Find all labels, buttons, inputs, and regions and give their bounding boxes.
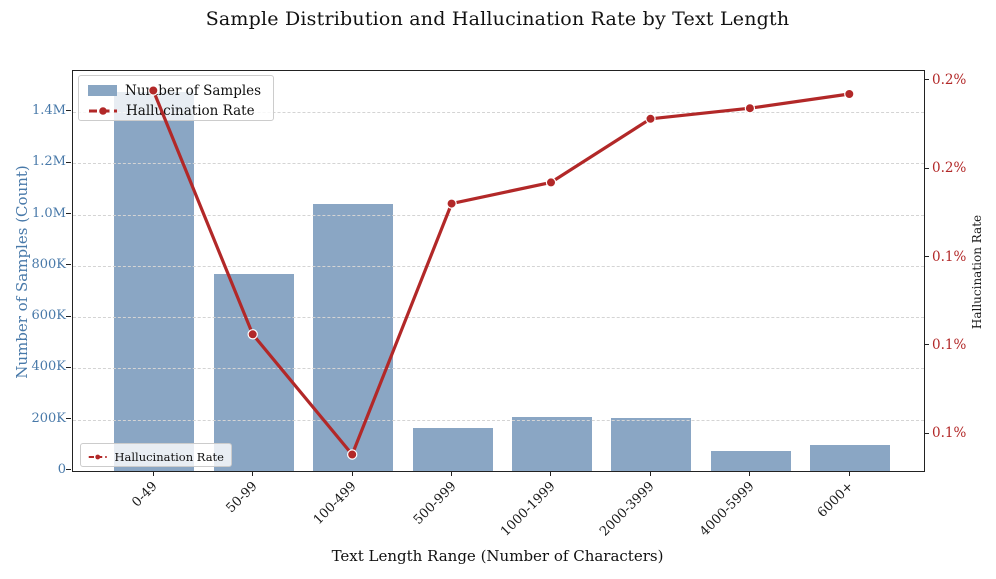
left-tick-label: 400K xyxy=(31,359,66,375)
legend-lower-left: Hallucination Rate xyxy=(80,443,232,467)
x-tick-mark xyxy=(450,471,452,477)
left-tick-mark xyxy=(66,212,71,214)
right-tick-mark xyxy=(924,432,929,434)
left-tick-mark xyxy=(66,264,71,266)
right-tick-label: 0.1% xyxy=(932,248,967,265)
gridline xyxy=(73,265,924,267)
bar-50-99 xyxy=(213,273,294,471)
right-tick-mark xyxy=(924,255,929,257)
legend-item-samples: Number of Samples xyxy=(88,82,264,99)
x-tick-mark xyxy=(351,471,353,477)
gridline xyxy=(73,368,924,370)
left-tick-label: 0 xyxy=(57,462,66,477)
bar-1000-1999 xyxy=(512,416,593,471)
chart-title: Sample Distribution and Hallucination Ra… xyxy=(205,8,790,30)
x-tick-mark xyxy=(550,471,552,477)
plot-area xyxy=(72,70,925,472)
right-tick-mark xyxy=(924,79,929,81)
x-tick-mark xyxy=(649,471,651,477)
right-tick-label: 0.1% xyxy=(932,336,967,353)
right-tick-label: 0.1% xyxy=(932,425,967,442)
bar-0-49 xyxy=(114,91,195,471)
gridline xyxy=(73,317,924,319)
legend-upper-left: Number of Samples Hallucination Rate xyxy=(78,75,274,121)
legend-item-hallucination: Hallucination Rate xyxy=(88,448,224,465)
left-tick-mark xyxy=(66,110,71,112)
bar-swatch-icon xyxy=(88,85,117,96)
line-swatch-icon xyxy=(89,106,117,115)
x-axis-title: Text Length Range (Number of Characters) xyxy=(331,547,664,565)
x-tick-mark xyxy=(848,471,850,477)
x-tick-mark xyxy=(152,471,154,477)
left-tick-label: 200K xyxy=(31,410,66,426)
left-tick-label: 1.0M xyxy=(32,205,66,221)
left-tick-label: 1.4M xyxy=(32,103,66,119)
legend-item-label: Number of Samples xyxy=(125,82,262,99)
left-tick-mark xyxy=(66,315,71,317)
left-tick-mark xyxy=(66,366,71,368)
bar-500-999 xyxy=(412,427,493,471)
bar-2000-3999 xyxy=(611,418,692,471)
x-tick-mark xyxy=(749,471,751,477)
bar-4000-5999 xyxy=(710,451,791,471)
gridline xyxy=(73,163,924,165)
bar-6000+ xyxy=(810,445,891,471)
right-tick-mark xyxy=(924,167,929,169)
legend-item-label: Hallucination Rate xyxy=(126,102,255,119)
left-tick-mark xyxy=(66,469,71,471)
left-tick-mark xyxy=(66,418,71,420)
left-tick-label: 1.2M xyxy=(32,154,66,170)
left-tick-label: 600K xyxy=(31,308,66,324)
left-tick-mark xyxy=(66,161,71,163)
line-swatch-icon xyxy=(88,454,107,459)
right-tick-label: 0.2% xyxy=(932,71,967,88)
right-tick-mark xyxy=(924,344,929,346)
x-tick-mark xyxy=(252,471,254,477)
legend-item-hallucination: Hallucination Rate xyxy=(88,102,264,119)
bar-100-499 xyxy=(313,204,394,471)
gridline xyxy=(73,214,924,216)
left-tick-label: 800K xyxy=(31,256,66,272)
gridline xyxy=(73,419,924,421)
right-tick-label: 0.2% xyxy=(932,160,967,177)
right-axis-title: Hallucination Rate xyxy=(970,214,984,330)
legend-item-label: Hallucination Rate xyxy=(114,449,224,464)
